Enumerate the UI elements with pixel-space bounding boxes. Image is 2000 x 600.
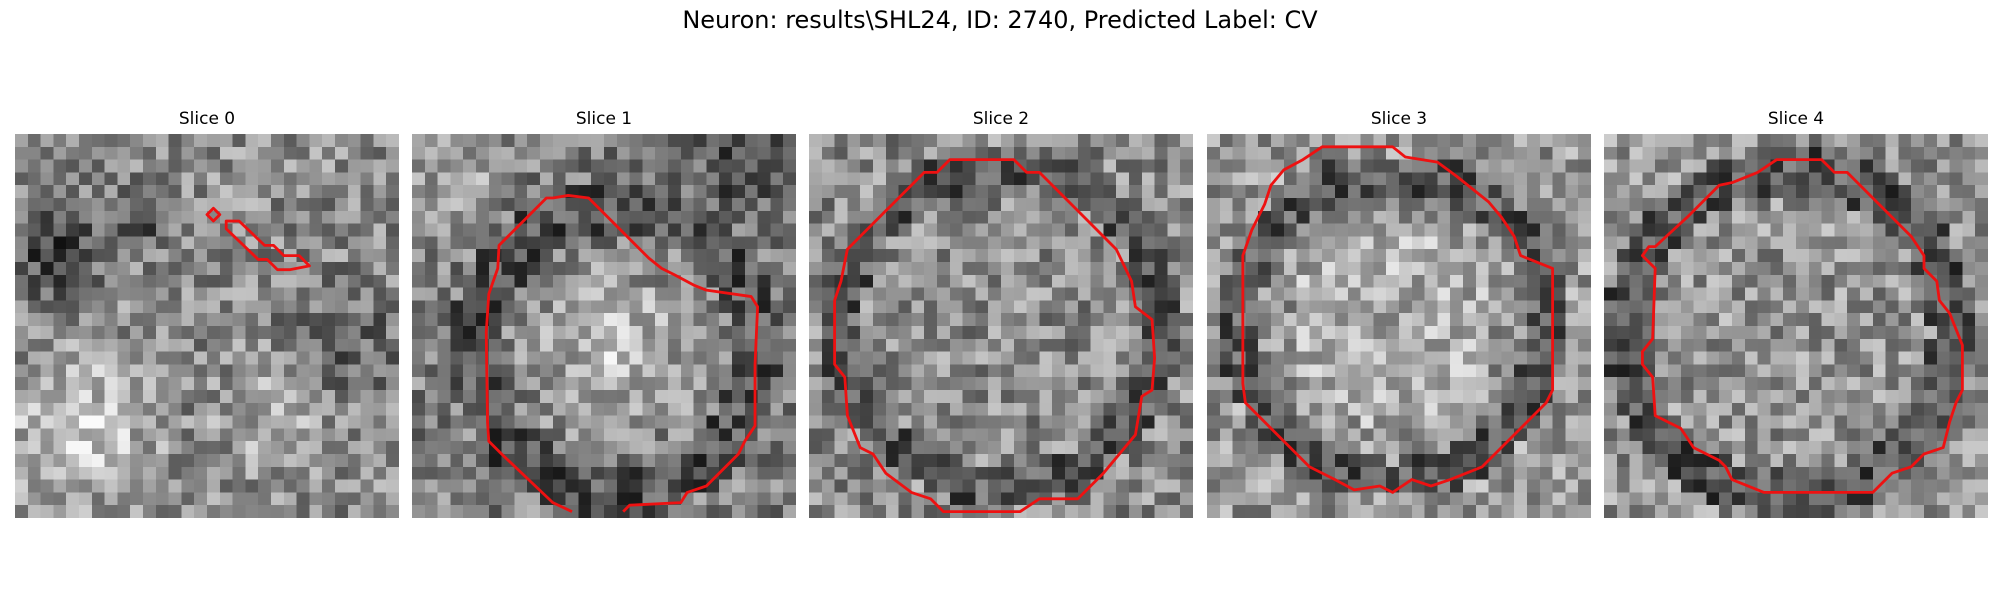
figure-title: Neuron: results\SHL24, ID: 2740, Predict… [682, 6, 1318, 34]
slice-panel-4: Slice 4 [1604, 108, 1988, 518]
slice-title-0: Slice 0 [178, 109, 236, 129]
slice-image-3 [1207, 134, 1591, 518]
slice-title-2: Slice 2 [972, 109, 1030, 129]
slice-title-1: Slice 1 [575, 109, 633, 129]
contour-line-2-0 [833, 158, 1157, 514]
slice-image-0 [15, 134, 399, 518]
slice-panel-2: Slice 2 [809, 108, 1193, 518]
contour-line-0-1 [224, 219, 311, 272]
slice-title-4: Slice 4 [1767, 109, 1825, 129]
slice-panel-0: Slice 0 [15, 108, 399, 518]
slice-image-1 [412, 134, 796, 518]
slice-image-2 [809, 134, 1193, 518]
slice-title-3: Slice 3 [1370, 109, 1428, 129]
slice-image-4 [1604, 134, 1988, 518]
contour-line-1-0 [484, 194, 760, 513]
slice-panel-3: Slice 3 [1207, 108, 1591, 518]
contour-line-0-0 [205, 206, 222, 223]
contour-line-3-0 [1241, 145, 1555, 494]
contour-line-4-0 [1640, 158, 1964, 494]
slice-panel-1: Slice 1 [412, 108, 796, 518]
